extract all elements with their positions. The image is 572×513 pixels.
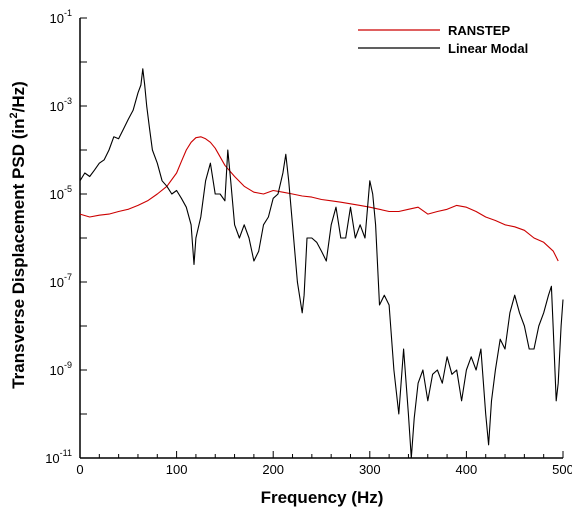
series-line-ranstep bbox=[79, 136, 559, 262]
y-axis-title-suffix: /Hz) bbox=[9, 81, 28, 112]
x-tick-label: 200 bbox=[262, 462, 284, 477]
y-axis-title-prefix: Transverse Displacement PSD (in bbox=[9, 119, 28, 389]
series-layer bbox=[79, 68, 564, 459]
x-tick-label: 0 bbox=[76, 462, 83, 477]
x-tick-label: 500 bbox=[552, 462, 572, 477]
legend: RANSTEP Linear Modal bbox=[358, 23, 528, 56]
y-tick-label: 10-5 bbox=[50, 184, 72, 202]
x-axis-title: Frequency (Hz) bbox=[261, 488, 384, 507]
y-tick-label: 10-3 bbox=[50, 96, 72, 114]
y-tick-label: 10-11 bbox=[45, 448, 72, 466]
axes bbox=[79, 18, 563, 459]
y-tick-label: 10-1 bbox=[50, 8, 72, 26]
x-tick-label: 300 bbox=[359, 462, 381, 477]
legend-label-linear-modal: Linear Modal bbox=[448, 41, 528, 56]
x-tick-label: 100 bbox=[166, 462, 188, 477]
y-tick-label: 10-7 bbox=[50, 272, 72, 290]
ticks-layer: 0 100 200 300 400 500 10-1 10-3 10-5 10-7 10-9 10-1… bbox=[45, 8, 572, 477]
y-tick-label: 10-9 bbox=[50, 360, 72, 378]
series-line-linear-modal bbox=[79, 68, 564, 459]
y-axis-title: Transverse Displacement PSD (in2/Hz) bbox=[8, 81, 28, 389]
axis-titles: Frequency (Hz) Transverse Displacement P… bbox=[8, 81, 383, 507]
x-tick-label: 400 bbox=[456, 462, 478, 477]
y-axis-title-sup: 2 bbox=[8, 112, 20, 118]
legend-label-ranstep: RANSTEP bbox=[448, 23, 510, 38]
